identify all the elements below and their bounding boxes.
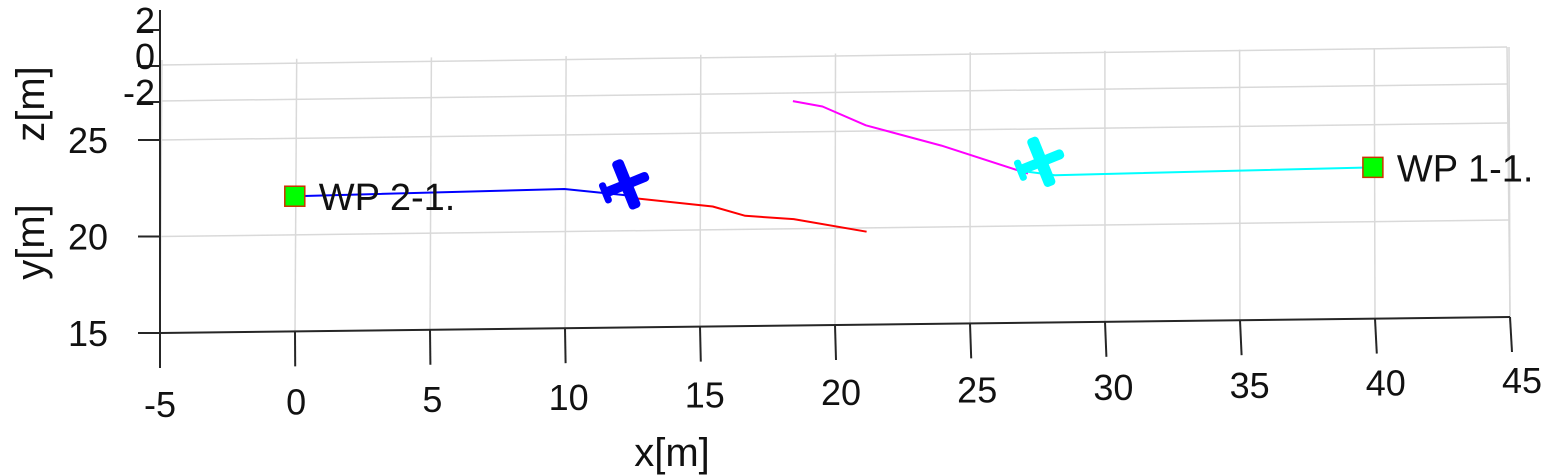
x-tick-mark <box>564 328 567 364</box>
waypoint-label-1: WP 2-1. <box>319 177 456 219</box>
trajectory-line-4 <box>1027 166 1373 177</box>
y-tick-label: 20 <box>68 217 108 258</box>
y-tick-label: 15 <box>68 313 108 354</box>
aircraft-icon-2 <box>1013 136 1065 187</box>
x-tick-label: -5 <box>144 384 176 425</box>
y-axis-label: y[m] <box>9 204 53 280</box>
y-tick-label: 25 <box>68 120 108 161</box>
grid-line-x <box>699 54 702 327</box>
x-tick-label: 20 <box>821 372 861 413</box>
z-tick-label: 2 <box>135 0 155 41</box>
axis-lines <box>138 10 1513 368</box>
grid-line-y <box>159 219 1509 238</box>
x-tick-mark <box>1239 320 1243 356</box>
z-tick-label: 0 <box>135 36 155 77</box>
x-tick-label: 10 <box>549 377 589 418</box>
z-tick-label: -2 <box>123 72 155 113</box>
x-tick-mark <box>969 323 973 359</box>
grid-line-z <box>159 83 1508 102</box>
grid-line-x <box>429 57 433 330</box>
x-tick-mark <box>834 324 837 361</box>
x-tick-mark <box>1104 321 1108 357</box>
trajectory-line-2 <box>631 196 867 233</box>
x-tick-label: 35 <box>1230 365 1270 406</box>
grid-line-x <box>564 56 567 329</box>
x-axis-label: x[m] <box>634 431 710 475</box>
aircraft-icon-1 <box>598 159 650 210</box>
x-tick-label: 25 <box>957 370 997 411</box>
x-tick-label: 5 <box>422 379 442 420</box>
x-tick-label: 30 <box>1093 367 1133 408</box>
x-tick-mark <box>1374 318 1378 354</box>
x-tick-label: 15 <box>685 374 725 415</box>
x-tick-label: 0 <box>286 382 306 423</box>
grid-line-z <box>159 46 1508 66</box>
box-edge <box>1506 46 1511 318</box>
waypoints: WP 2-1. WP 1-1. <box>284 148 1534 219</box>
grid-line-x <box>834 53 837 326</box>
trajectory-line-3 <box>792 100 1029 175</box>
x-tick-label: 40 <box>1366 362 1406 403</box>
x-tick-mark <box>699 326 702 362</box>
waypoint-label-2: WP 1-1. <box>1397 148 1534 190</box>
trajectory-paths <box>294 100 1373 233</box>
z-axis-label: z[m] <box>9 66 53 142</box>
waypoint-marker-2 <box>1362 156 1384 179</box>
aircraft-markers <box>598 136 1065 210</box>
waypoint-marker-1 <box>284 185 306 207</box>
x-tick-label: 45 <box>1502 360 1542 401</box>
x-tick-mark <box>1509 316 1513 353</box>
grid-line-x <box>1373 48 1376 319</box>
grid-line-y <box>159 122 1508 141</box>
